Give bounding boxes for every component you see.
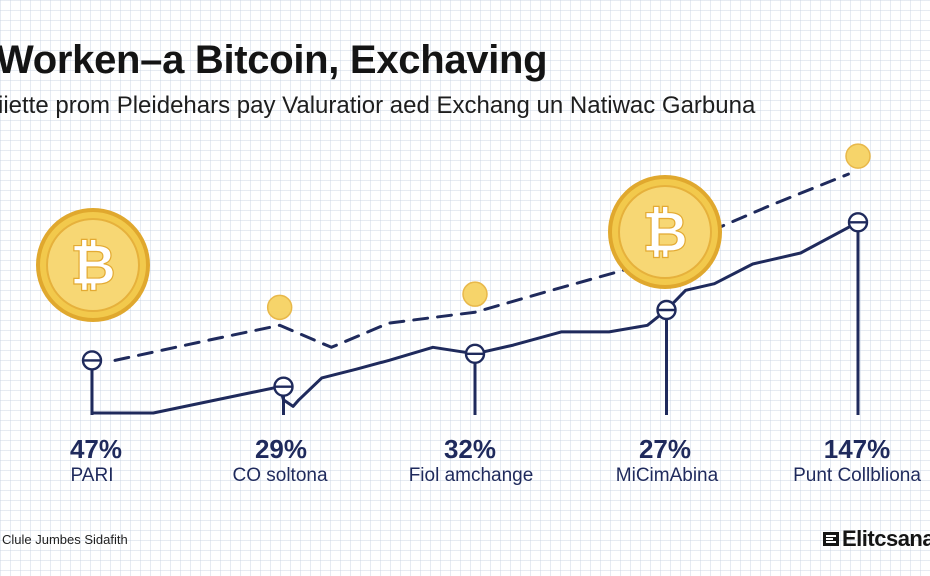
data-label-1: 47% (69, 434, 123, 464)
bitcoin-coin-symbol-1: ₿ (70, 233, 116, 298)
data-label-5: 147% (823, 434, 891, 464)
footer-note: Clule Jumbes Sidafith (2, 532, 128, 547)
coin-dot-1 (266, 294, 293, 321)
category-label-1: PARI (70, 465, 114, 486)
category-label-4: MiCimAbina (615, 465, 719, 486)
brand-name: Elitcsana (842, 526, 930, 551)
bitcoin-coin-symbol-2: ₿ (642, 200, 688, 265)
bitcoin-coin-inner-2 (618, 185, 712, 279)
data-label-4: 27% (638, 434, 692, 464)
data-label-3: 32% (443, 434, 497, 464)
bitcoin-coin-inner-1 (46, 218, 140, 312)
series-line-dashed (113, 172, 850, 362)
category-label-5: Punt Collbliona (793, 465, 921, 486)
coin-dot-3 (845, 143, 871, 169)
chart-subtitle: iiette prom Pleidehars pay Valuratior ae… (0, 92, 756, 119)
brand-logo: Elitcsana (822, 524, 930, 554)
category-label-3: Fiol amchange (408, 465, 534, 486)
data-label-2: 29% (254, 434, 308, 464)
category-label-2: CO soltona (232, 465, 328, 486)
chart-title: Worken–a Bitcoin, Exchaving (0, 38, 548, 82)
brand-icon (823, 532, 839, 546)
coin-dot-2 (462, 281, 488, 307)
